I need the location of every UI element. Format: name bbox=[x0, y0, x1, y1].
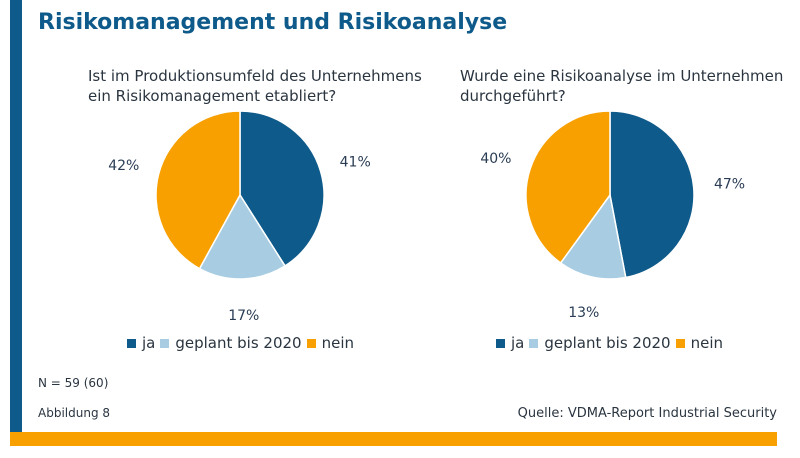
legend-swatch-nein bbox=[675, 338, 685, 348]
bottom-accent-bar bbox=[10, 432, 777, 446]
legend-swatch-geplant bbox=[529, 338, 539, 348]
pie-slice-nein bbox=[155, 110, 241, 270]
pie-slice-nein bbox=[525, 110, 611, 265]
legend-label-ja: ja bbox=[142, 334, 156, 352]
pie-label-geplant: 17% bbox=[228, 308, 259, 320]
chart-1-pie: 41% 17% 42% bbox=[108, 110, 371, 320]
legend-label-geplant: geplant bis 2020 bbox=[175, 334, 302, 352]
legend-label-nein: nein bbox=[690, 334, 724, 352]
pie-label-ja: 47% bbox=[714, 177, 745, 193]
sample-size-note: N = 59 (60) bbox=[38, 376, 109, 390]
legend-swatch-nein bbox=[306, 338, 316, 348]
legend-label-geplant: geplant bis 2020 bbox=[544, 334, 671, 352]
legend-item-geplant: geplant bis 2020 bbox=[529, 334, 671, 352]
chart-2-pie: 47% 13% 40% bbox=[480, 110, 745, 320]
chart-2-legend: ja geplant bis 2020 nein bbox=[496, 334, 728, 352]
legend-item-ja: ja bbox=[496, 334, 524, 352]
legend-swatch-ja bbox=[496, 338, 505, 348]
legend-swatch-ja bbox=[127, 338, 136, 348]
chart-1-question: Ist im Produktionsumfeld des Unternehmen… bbox=[88, 67, 422, 105]
left-accent-bar bbox=[10, 0, 22, 432]
legend-label-ja: ja bbox=[511, 334, 525, 352]
pie-slice-geplant bbox=[559, 193, 627, 280]
pie-label-ja: 41% bbox=[340, 155, 371, 171]
legend-item-nein: nein bbox=[306, 334, 355, 352]
source-note: Quelle: VDMA-Report Industrial Security bbox=[517, 406, 777, 421]
legend-swatch-geplant bbox=[160, 338, 170, 348]
legend-item-ja: ja bbox=[127, 334, 155, 352]
figure-number: Abbildung 8 bbox=[38, 406, 111, 420]
legend-label-nein: nein bbox=[321, 334, 355, 352]
pie-slice-ja bbox=[609, 110, 695, 279]
pie-label-geplant: 13% bbox=[568, 305, 599, 320]
page-title: Risikomanagement und Risikoanalyse bbox=[38, 10, 508, 35]
legend-item-geplant: geplant bis 2020 bbox=[160, 334, 302, 352]
pie-slice-geplant bbox=[198, 193, 287, 280]
chart-1-legend: ja geplant bis 2020 nein bbox=[127, 334, 359, 352]
pie-label-nein: 40% bbox=[480, 151, 511, 167]
pie-label-nein: 42% bbox=[108, 158, 139, 174]
legend-item-nein: nein bbox=[675, 334, 724, 352]
chart-2-question: Wurde eine Risikoanalyse im Unternehmen … bbox=[460, 67, 784, 105]
